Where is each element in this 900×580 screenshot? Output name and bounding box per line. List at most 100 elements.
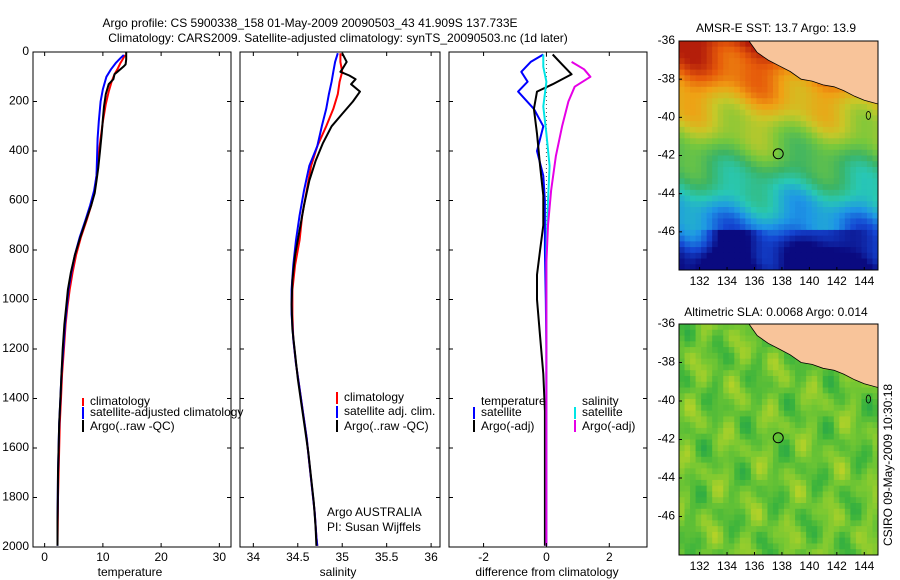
heatmap-cell xyxy=(745,41,752,48)
heatmap-cell xyxy=(795,497,802,504)
heatmap-cell xyxy=(828,212,835,220)
heatmap-cell xyxy=(690,399,697,406)
heatmap-cell xyxy=(844,381,851,389)
heatmap-cell xyxy=(844,439,851,446)
heatmap-cell xyxy=(739,258,746,265)
heatmap-cell xyxy=(745,468,752,475)
heatmap-cell xyxy=(772,497,780,504)
heatmap-cell xyxy=(706,324,713,331)
heatmap-cell xyxy=(789,520,796,527)
heatmap-cell xyxy=(767,229,774,237)
heatmap-cell xyxy=(679,166,686,174)
heatmap-cell xyxy=(767,514,774,521)
heatmap-cell xyxy=(800,474,807,481)
heatmap-cell xyxy=(872,451,878,458)
heatmap-cell xyxy=(728,63,735,71)
heatmap-cell xyxy=(701,63,708,71)
heatmap-cell xyxy=(806,474,813,481)
heatmap-cell xyxy=(861,184,868,191)
heatmap-cell xyxy=(701,456,708,464)
heatmap-cell xyxy=(800,370,807,377)
heatmap-cell xyxy=(706,364,713,371)
heatmap-cell xyxy=(855,178,863,185)
y-tick-label: -38 xyxy=(658,71,676,85)
heatmap-cell xyxy=(778,166,785,174)
heatmap-cell xyxy=(767,138,774,145)
heatmap-cell xyxy=(728,81,735,88)
heatmap-cell xyxy=(690,144,697,151)
heatmap-cell xyxy=(784,98,791,105)
heatmap-cell xyxy=(728,375,735,383)
heatmap-cell xyxy=(839,172,846,179)
heatmap-cell xyxy=(872,103,878,111)
heatmap-cell xyxy=(723,526,730,533)
heatmap-cell xyxy=(701,468,708,475)
heatmap-cell xyxy=(695,86,702,94)
sla-map-title: Altimetric SLA: 0.0068 Argo: 0.014 xyxy=(684,305,868,319)
heatmap-cell xyxy=(767,462,774,469)
heatmap-cell xyxy=(767,161,774,168)
heatmap-cell xyxy=(795,514,802,521)
heatmap-cell xyxy=(839,126,846,134)
heatmap-cell xyxy=(822,121,829,128)
heatmap-cell xyxy=(839,195,846,202)
heatmap-cell xyxy=(684,235,691,242)
heatmap-cell xyxy=(811,218,818,225)
heatmap-cell xyxy=(712,422,719,429)
heatmap-cell xyxy=(778,144,785,151)
heatmap-cell xyxy=(684,121,691,128)
heatmap-cell xyxy=(806,195,813,202)
heatmap-cell xyxy=(866,456,874,464)
heatmap-cell xyxy=(723,474,730,481)
heatmap-cell xyxy=(806,479,813,487)
heatmap-cell xyxy=(684,526,691,533)
heatmap-cell xyxy=(728,427,735,435)
heatmap-cell xyxy=(734,63,741,71)
heatmap-cell xyxy=(761,172,769,179)
heatmap-cell xyxy=(828,235,835,242)
heatmap-cell xyxy=(828,241,835,248)
heatmap-cell xyxy=(795,485,802,493)
heatmap-cell xyxy=(706,247,713,254)
heatmap-cell xyxy=(701,258,708,265)
heatmap-cell xyxy=(789,229,796,237)
heatmap-cell xyxy=(822,109,829,117)
heatmap-cell xyxy=(712,520,719,527)
heatmap-cell xyxy=(795,126,802,134)
heatmap-cell xyxy=(811,410,818,418)
heatmap-cell xyxy=(734,433,741,441)
heatmap-cell xyxy=(806,416,813,423)
heatmap-cell xyxy=(866,531,874,539)
heatmap-cell xyxy=(739,508,746,516)
heatmap-cell xyxy=(784,497,791,504)
heatmap-cell xyxy=(761,358,769,366)
heatmap-cell xyxy=(728,341,735,348)
heatmap-cell xyxy=(861,439,868,446)
heatmap-cell xyxy=(811,252,818,260)
heatmap-cell xyxy=(745,229,752,237)
heatmap-cell xyxy=(695,514,702,521)
heatmap-cell xyxy=(806,531,813,539)
heatmap-cell xyxy=(778,235,785,242)
heatmap-cell xyxy=(723,422,730,429)
heatmap-cell xyxy=(723,264,730,270)
heatmap-cell xyxy=(839,537,846,545)
heatmap-cell xyxy=(822,462,829,469)
heatmap-cell xyxy=(706,393,713,400)
heatmap-cell xyxy=(855,138,863,145)
heatmap-cell xyxy=(833,258,840,265)
heatmap-cell xyxy=(756,195,763,202)
heatmap-cell xyxy=(734,98,741,105)
heatmap-cell xyxy=(866,132,874,139)
heatmap-cell xyxy=(855,485,863,493)
heatmap-cell xyxy=(839,445,846,452)
heatmap-cell xyxy=(778,433,785,441)
heatmap-cell xyxy=(701,439,708,446)
heatmap-cell xyxy=(701,46,708,54)
heatmap-cell xyxy=(739,503,746,510)
heatmap-cell xyxy=(701,184,708,191)
heatmap-cell xyxy=(767,508,774,516)
heatmap-cell xyxy=(679,109,686,117)
heatmap-cell xyxy=(833,189,840,197)
